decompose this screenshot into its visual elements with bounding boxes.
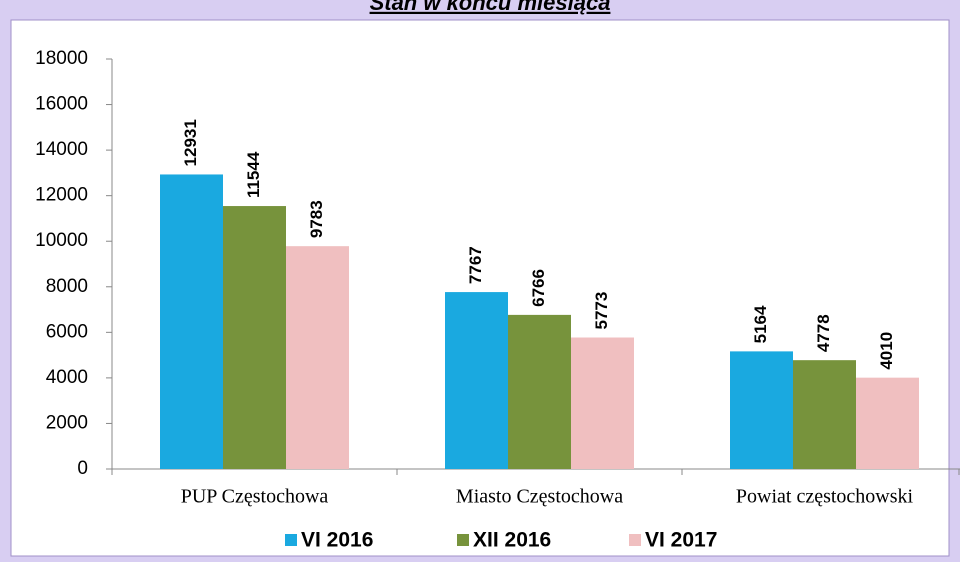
y-tick-label: 18000 [35,48,88,69]
value-label: 5773 [592,292,611,330]
bar [793,360,856,469]
bar [223,206,286,469]
value-label: 4778 [814,314,833,352]
legend-swatch [629,534,641,546]
value-label: 9783 [307,200,326,238]
legend-swatch [457,534,469,546]
bar [445,292,508,469]
legend-label: VI 2016 [301,529,373,552]
value-label: 4010 [877,332,896,370]
x-tick-label: Powiat częstochowski [736,486,914,508]
y-tick-label: 2000 [46,412,88,433]
bar [730,351,793,469]
legend-swatch [285,534,297,546]
bar [508,314,571,469]
bar [571,337,634,469]
x-tick-label: Miasto Częstochowa [456,486,623,508]
y-tick-label: 12000 [35,185,88,206]
x-tick-label: PUP Częstochowa [181,486,329,508]
y-tick-label: 16000 [35,94,88,115]
y-tick-label: 10000 [35,230,88,251]
bar [286,246,349,469]
plot-frame [10,19,950,557]
y-tick-label: 6000 [46,321,88,342]
y-tick-label: 0 [77,458,88,479]
value-label: 12931 [181,119,200,166]
value-label: 5164 [751,305,770,343]
value-label: 11544 [244,151,263,198]
bar [160,174,223,469]
value-label: 7767 [466,246,485,284]
bar [856,377,919,469]
legend-label: VI 2017 [645,529,717,552]
legend-label: XII 2016 [473,529,551,552]
value-label: 6766 [529,269,548,307]
chart-title: Stan w końcu miesiąca [370,0,611,15]
y-tick-label: 4000 [46,367,88,388]
y-tick-label: 8000 [46,276,88,297]
y-tick-label: 14000 [35,139,88,160]
